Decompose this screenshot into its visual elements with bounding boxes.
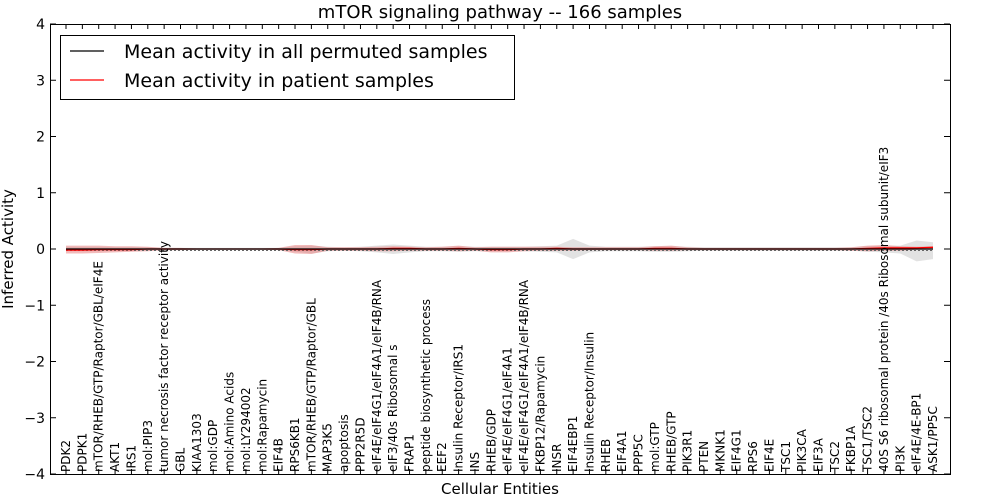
legend-label-permuted: Mean activity in all permuted samples: [124, 41, 487, 63]
entity-label: PTEN: [697, 441, 711, 472]
entity-label: mTOR/RHEB/GTP/Raptor/GBL/eIF4E: [92, 261, 106, 472]
entity-label: IRS1: [124, 445, 138, 472]
entity-label: 40S S6 ribosomal protein /40s Ribosomal …: [877, 147, 891, 472]
entity-label: RHEB: [599, 439, 613, 472]
entity-label: PDK2: [59, 440, 73, 472]
entity-label: EIF3A: [812, 437, 826, 472]
entity-label: mTOR/RHEB/GTP/Raptor/GBL: [304, 298, 318, 472]
entity-labels: PDK2 PDPK1 mTOR/RHEB/GTP/Raptor/GBL/eIF4E A…: [59, 147, 940, 473]
entity-label: EIF4G1: [730, 429, 744, 472]
entity-label: FKBP12/Rapamycin: [533, 356, 547, 472]
entity-label: Insulin Receptor/IRS1: [452, 344, 466, 472]
y-axis-title: Inferred Activity: [0, 189, 17, 309]
entity-label: tumor necrosis factor receptor activity: [157, 241, 171, 472]
entity-label: peptide biosynthetic process: [419, 299, 433, 472]
x-axis-ticks: [65, 24, 934, 474]
entity-label: eIF4E/4E-BP1: [910, 393, 924, 472]
entity-label: EIF4EBP1: [566, 416, 580, 472]
y-tick-label: −3: [24, 411, 45, 427]
y-axis: −4 −3 −2 −1 0 1 2 3 4: [24, 17, 950, 483]
y-tick-label: 0: [36, 242, 45, 258]
legend-box: [60, 35, 515, 100]
entity-label: EEF2: [435, 442, 449, 472]
entity-label: PIK3R1: [681, 430, 695, 472]
entity-label: AKT1: [108, 442, 122, 472]
y-tick-label: 2: [36, 130, 45, 146]
entity-label: mol:LY294002: [239, 387, 253, 472]
entity-label: RPS6: [746, 441, 760, 472]
entity-label: INSR: [550, 444, 564, 472]
entity-label: Insulin Receptor/Insulin: [583, 332, 597, 472]
entity-label: EIF4E: [762, 439, 776, 472]
entity-label: GBL: [174, 447, 188, 472]
y-tick-label: 3: [36, 73, 45, 89]
entity-label: FRAP1: [403, 434, 417, 472]
entity-label: TSC1: [779, 441, 793, 473]
entity-label: MKNK1: [713, 429, 727, 472]
entity-label: RPS6KB1: [288, 417, 302, 472]
series-lines: [66, 246, 934, 251]
entity-label: mol:Amino Acids: [223, 372, 237, 472]
entity-label: EIF4B: [272, 438, 286, 472]
entity-label: PIK3CA: [795, 428, 809, 472]
entity-label: TSC2: [828, 441, 842, 473]
entity-label: EIF4A1: [615, 430, 629, 472]
y-tick-label: −4: [24, 467, 45, 483]
entity-label: RHEB/GDP: [484, 409, 498, 472]
entity-label: PPP2R5D: [354, 417, 368, 472]
entity-label: apoptosis: [337, 414, 351, 472]
entity-label: mol:GDP: [206, 420, 220, 472]
entity-label: eIF4E/eIF4G1/eIF4A1: [501, 347, 515, 472]
y-tick-label: −2: [24, 355, 45, 371]
chart-title: mTOR signaling pathway -- 166 samples: [318, 2, 682, 23]
y-tick-label: 1: [36, 186, 45, 202]
entity-label: mol:Rapamycin: [255, 379, 269, 472]
entity-label: mol:PIP3: [141, 420, 155, 472]
entity-label: KIAA1303: [190, 413, 204, 472]
legend-label-patient: Mean activity in patient samples: [124, 70, 434, 92]
entity-label: TSC1/TSC2: [861, 406, 875, 473]
entity-label: eIF3/40s Ribosomal s: [386, 344, 400, 472]
entity-label: INS: [468, 452, 482, 472]
entity-label: mol:GTP: [648, 422, 662, 472]
entity-label: PPP5C: [632, 434, 646, 472]
x-axis-title: Cellular Entities: [441, 480, 559, 498]
y-tick-label: 4: [36, 17, 45, 33]
entity-label: MAP3K5: [321, 423, 335, 472]
entity-label: ASK1/PP5C: [926, 406, 940, 472]
entity-label: FKBP1A: [844, 425, 858, 472]
entity-label: eIF4E/eIF4G1/eIF4A1/eIF4B/RNA: [517, 279, 531, 472]
y-tick-label: −1: [24, 298, 45, 314]
entity-label: PDPK1: [75, 433, 89, 472]
entity-label: eIF4E/eIF4G1/eIF4A1/eIF4B/RNA: [370, 279, 384, 472]
entity-label: RHEB/GTP: [664, 411, 678, 472]
entity-label: PI3K: [893, 445, 907, 472]
legend: Mean activity in all permuted samples Me…: [60, 35, 515, 100]
